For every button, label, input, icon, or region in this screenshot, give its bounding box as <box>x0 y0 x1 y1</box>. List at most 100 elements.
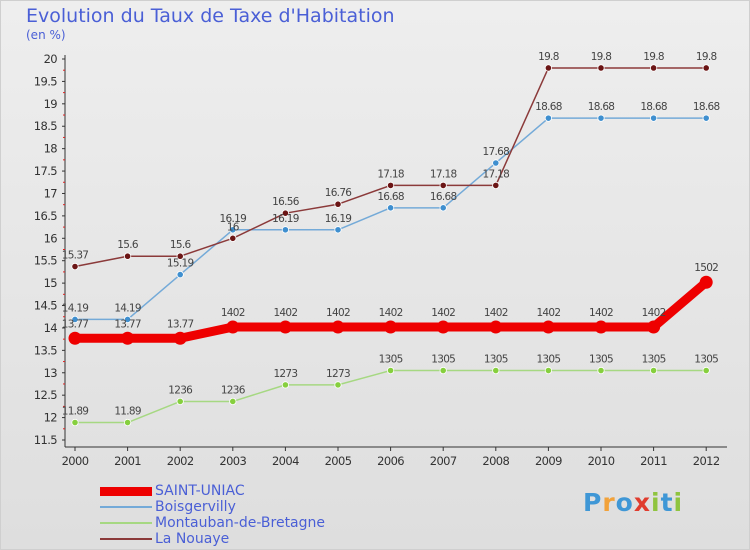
data-label: 16.19 <box>220 213 247 225</box>
chart-unit: (en %) <box>26 28 66 42</box>
x-tick-label: 2004 <box>272 454 299 468</box>
data-label: 16.19 <box>272 213 299 225</box>
legend-item-la-nouaye: La Nouaye <box>100 531 325 547</box>
data-label: 1402 <box>589 307 613 319</box>
x-tick-label: 2002 <box>167 454 194 468</box>
x-tick-label: 2010 <box>588 454 615 468</box>
data-point <box>124 418 132 427</box>
x-tick-label: 2006 <box>377 454 404 468</box>
data-point <box>173 331 187 345</box>
data-point <box>229 397 237 406</box>
data-point <box>544 366 553 375</box>
legend-label: SAINT-UNIAC <box>155 483 245 499</box>
data-point <box>281 381 289 389</box>
legend-label: Boisgervilly <box>155 499 236 515</box>
data-label: 1305 <box>642 354 666 366</box>
logo-letter: P <box>583 488 603 517</box>
data-label: 14.19 <box>62 302 89 314</box>
data-label: 17.18 <box>377 168 404 180</box>
data-label: 13.77 <box>167 318 194 330</box>
legend-swatch <box>100 538 152 540</box>
data-point <box>71 315 79 324</box>
data-label: 16 <box>227 221 240 233</box>
data-point <box>124 315 132 324</box>
data-label: 13.77 <box>62 318 89 330</box>
data-point <box>386 181 395 190</box>
data-point <box>386 366 395 375</box>
data-point <box>229 234 237 242</box>
data-label: 16.19 <box>325 213 352 225</box>
data-label: 17.18 <box>483 168 510 180</box>
data-label: 1402 <box>273 307 297 319</box>
data-point <box>334 381 342 389</box>
y-tick-label: 15.5 <box>34 254 57 268</box>
data-label: 11.89 <box>62 406 89 418</box>
legend-item-boisgervilly: Boisgervilly <box>100 499 325 515</box>
data-point <box>176 271 184 279</box>
legend: SAINT-UNIAC Boisgervilly Montauban-de-Br… <box>100 483 325 547</box>
data-point <box>439 204 447 212</box>
y-tick-label: 14.5 <box>34 299 57 313</box>
data-point <box>597 366 605 375</box>
logo-letter: t <box>660 488 674 517</box>
legend-item-montauban: Montauban-de-Bretagne <box>100 515 325 531</box>
data-label: 15.6 <box>117 239 139 251</box>
data-point <box>281 209 289 217</box>
data-point <box>436 320 450 334</box>
data-point <box>334 226 342 234</box>
series-line <box>74 117 707 321</box>
y-tick-label: 15 <box>44 276 58 290</box>
data-point <box>121 331 135 345</box>
legend-item-saint-uniac: SAINT-UNIAC <box>100 483 325 499</box>
x-tick-label: 2005 <box>325 454 352 468</box>
data-label: 1402 <box>379 307 403 319</box>
data-label: 16.76 <box>325 187 353 199</box>
data-point <box>649 366 658 375</box>
data-label: 1402 <box>221 307 245 319</box>
data-label: 1305 <box>379 354 403 366</box>
data-point <box>386 204 395 212</box>
data-point <box>597 114 605 122</box>
y-tick-label: 19.5 <box>34 74 57 88</box>
logo-letter: r <box>602 488 616 517</box>
y-tick-label: 18 <box>44 142 58 156</box>
data-point <box>702 366 710 375</box>
data-point <box>226 320 240 334</box>
legend-label: La Nouaye <box>155 531 230 547</box>
data-point <box>281 226 289 234</box>
data-label: 1305 <box>484 354 508 366</box>
logo-letter: i <box>651 488 661 517</box>
legend-swatch <box>100 522 152 524</box>
data-point <box>278 320 292 334</box>
data-label: 19.8 <box>696 51 717 63</box>
data-point <box>541 320 555 334</box>
data-point <box>176 252 184 260</box>
data-point <box>384 320 398 334</box>
data-label: 14.19 <box>114 302 141 314</box>
data-point <box>699 275 713 289</box>
data-label: 15.6 <box>170 239 192 251</box>
data-label: 13.77 <box>114 318 141 330</box>
series-line <box>74 67 707 268</box>
y-tick-label: 11.5 <box>34 433 57 447</box>
data-point <box>702 114 710 122</box>
data-point <box>649 114 658 122</box>
data-label: 1305 <box>589 354 613 366</box>
logo-letter: x <box>633 488 651 517</box>
y-tick-label: 16.5 <box>34 209 57 223</box>
y-tick-label: 12.5 <box>34 388 57 402</box>
data-point <box>702 64 710 72</box>
data-label: 11.89 <box>114 406 141 418</box>
data-label: 1402 <box>326 307 350 319</box>
data-label: 16.68 <box>430 191 457 203</box>
data-point <box>647 320 661 334</box>
series-layer <box>68 64 713 427</box>
data-point <box>492 366 500 375</box>
data-point <box>331 320 345 334</box>
data-point <box>544 64 553 72</box>
data-label: 18.68 <box>693 101 720 113</box>
data-label: 17.18 <box>430 168 457 180</box>
y-tick-label: 13.5 <box>34 343 57 357</box>
